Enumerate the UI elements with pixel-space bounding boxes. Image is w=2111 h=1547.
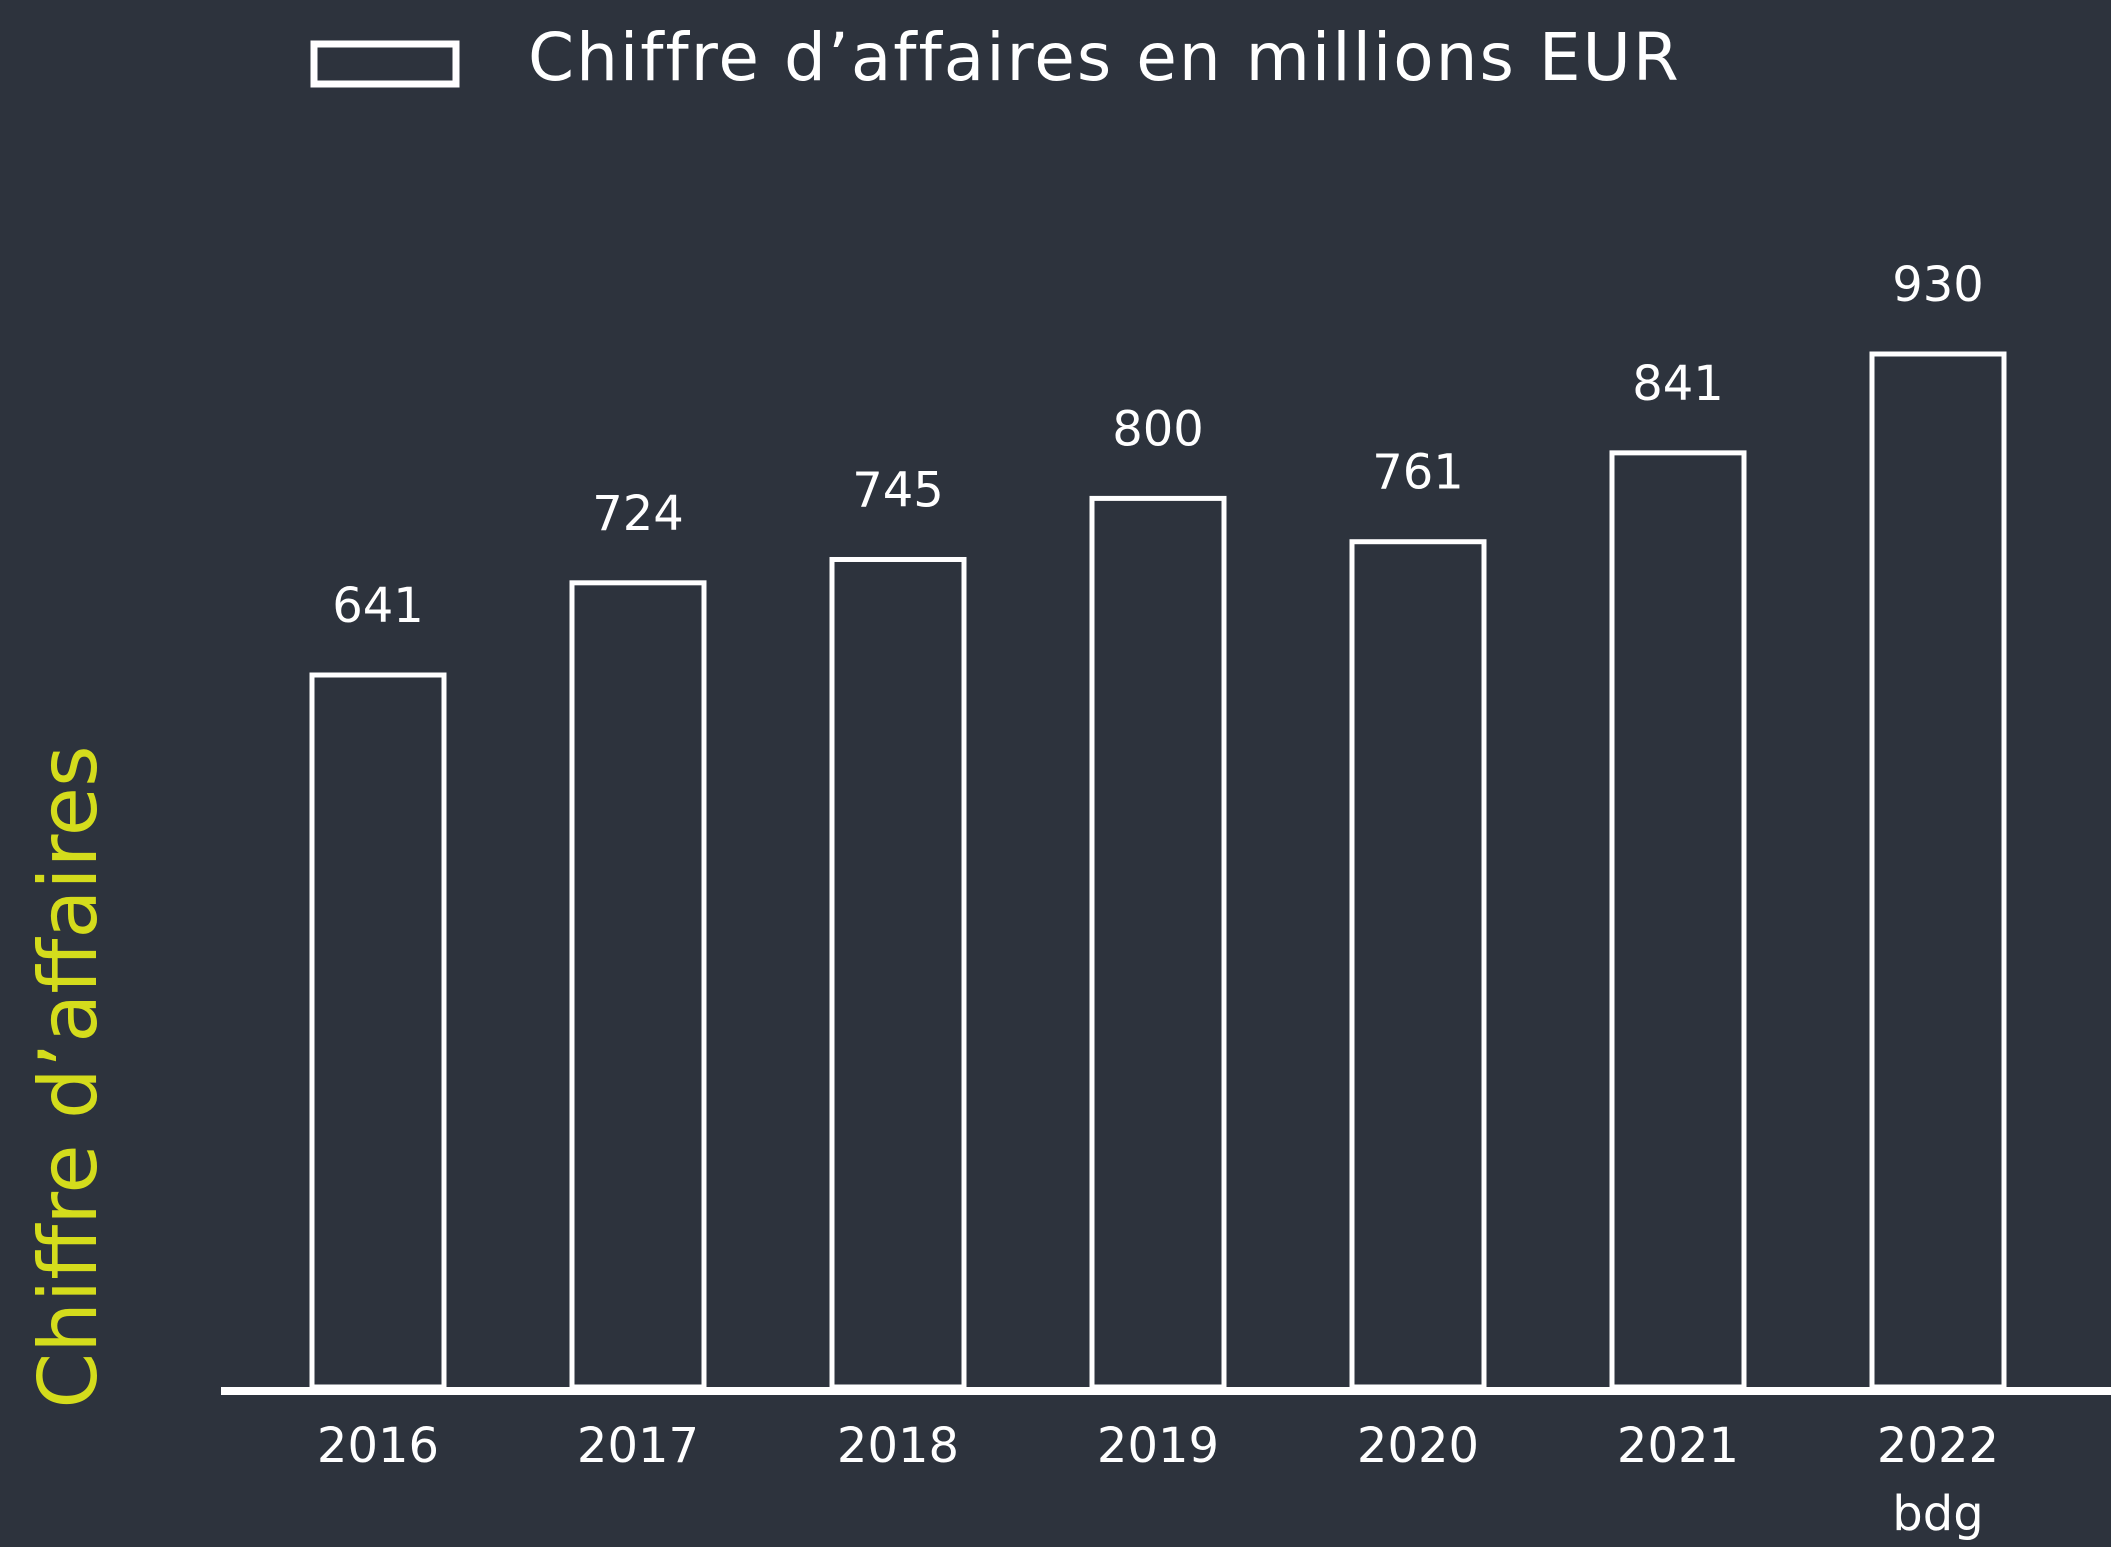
bar <box>1349 539 1487 1390</box>
legend-swatch <box>310 40 460 88</box>
value-label: 841 <box>1632 356 1724 412</box>
bar <box>1089 495 1227 1390</box>
x-tick-label: 2017 <box>576 1418 700 1474</box>
bar <box>309 672 447 1390</box>
bar <box>1869 351 2007 1390</box>
legend-label: Chiffre d’affaires en millions EUR <box>528 19 1681 96</box>
bar <box>1609 450 1747 1390</box>
y-axis-label: Chiffre d’affaires <box>22 745 115 1408</box>
bar <box>569 580 707 1390</box>
value-label: 745 <box>852 462 944 518</box>
bar <box>829 556 967 1390</box>
x-tick-label: 2016 <box>316 1418 440 1474</box>
x-tick-label: 2020 <box>1356 1418 1480 1474</box>
value-label: 724 <box>592 486 684 542</box>
value-label: 641 <box>332 578 424 634</box>
value-label: 800 <box>1112 401 1204 457</box>
x-tick-label: 2019 <box>1096 1418 1220 1474</box>
x-tick-label: 2018 <box>836 1418 960 1474</box>
x-tick-label: 2021 <box>1616 1418 1740 1474</box>
value-label: 761 <box>1372 445 1464 501</box>
value-label: 930 <box>1892 257 1984 313</box>
x-tick-label: 2022 bdg <box>1876 1418 2000 1542</box>
